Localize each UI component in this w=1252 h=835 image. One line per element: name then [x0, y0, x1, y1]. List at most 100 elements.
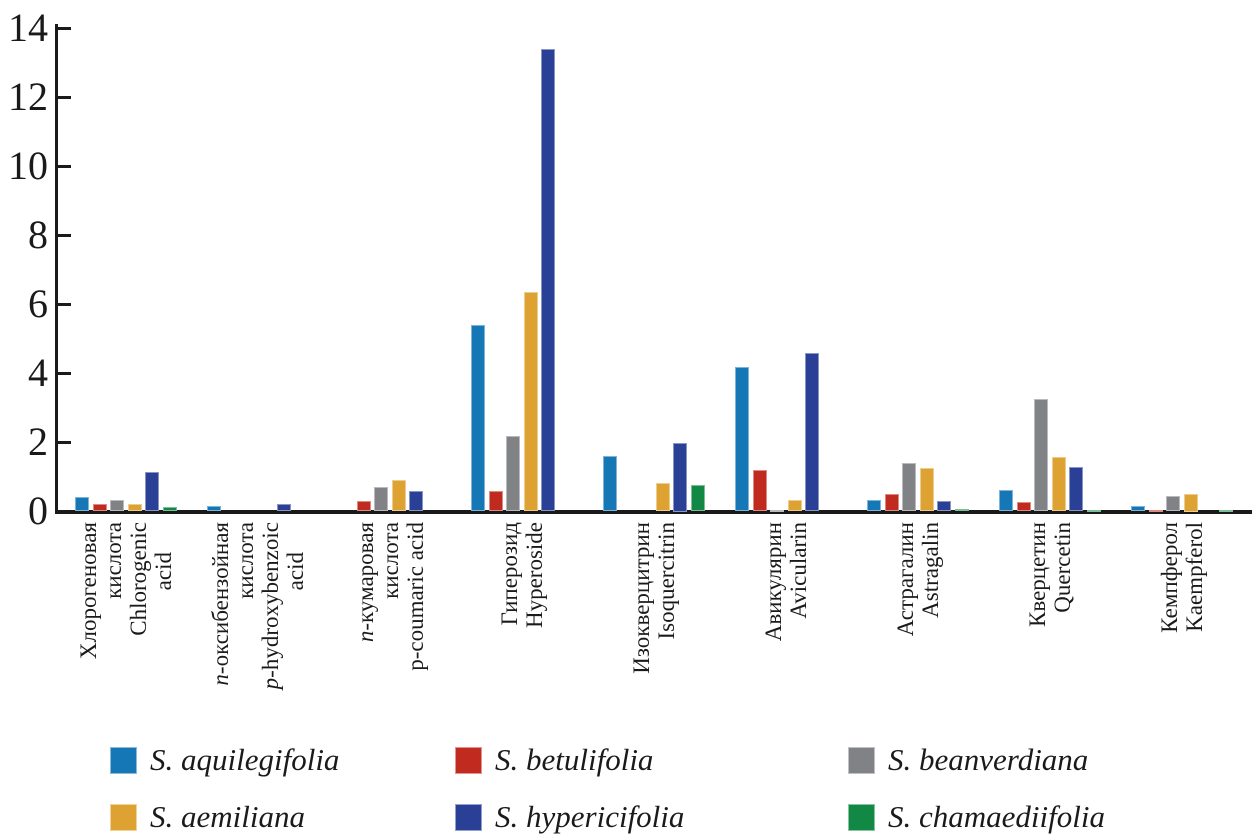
legend-swatch — [110, 746, 137, 774]
bar — [541, 49, 556, 512]
bar — [1069, 467, 1084, 512]
y-tick-label: 14 — [8, 4, 48, 50]
x-category-label: Кемпферол Kaempferol — [1157, 522, 1207, 722]
legend-swatch — [848, 803, 875, 831]
bar — [1183, 494, 1198, 512]
y-tick-label: 2 — [28, 418, 48, 464]
y-tick-label: 4 — [28, 349, 48, 395]
x-category-label-line: Isoquercitrin — [654, 522, 679, 640]
x-category-label: п-кумаровая кислота p-coumaric acid — [353, 522, 428, 722]
x-category-label: Кверцетин Quercetin — [1025, 522, 1075, 722]
bar — [999, 489, 1013, 512]
bar — [787, 500, 802, 512]
y-tick-label: 6 — [28, 280, 48, 326]
legend-label: S. aemiliana — [150, 799, 305, 834]
x-category-label: Гиперозид Hyperoside — [497, 522, 547, 722]
legend-swatch — [848, 746, 875, 774]
legend-label: S. betulifolia — [495, 742, 654, 777]
y-axis — [55, 24, 58, 514]
x-category-label-line: acid — [283, 552, 308, 591]
bar — [1166, 495, 1181, 512]
bar — [506, 435, 521, 512]
bar — [110, 500, 125, 512]
bar — [1087, 509, 1101, 512]
legend-item: S. aquilegifolia — [110, 742, 339, 778]
bar — [919, 468, 934, 512]
bar — [1051, 456, 1066, 512]
bar — [735, 366, 749, 512]
y-tick — [58, 441, 71, 444]
x-category-label-line: p-coumaric acid — [402, 522, 428, 671]
x-category-label-line: acid — [151, 552, 176, 591]
x-category-label-line: Quercetin — [1050, 522, 1075, 613]
bar — [902, 462, 917, 512]
x-category-label-line: Гиперозид — [497, 522, 522, 626]
x-category-label-line: Изокверцитрин — [629, 522, 654, 674]
bar — [374, 487, 389, 512]
x-category-label-line: Астрагалин — [893, 522, 918, 637]
x-category-label-line: кислота — [233, 522, 258, 599]
x-category-label-line: Хлорогеновая — [76, 522, 101, 660]
x-category-label-line: p-hydroxybenzoic — [258, 522, 283, 690]
legend-label: S. aquilegifolia — [150, 742, 340, 777]
bar — [523, 292, 538, 512]
bar — [391, 480, 406, 512]
x-category-label-line: Kaempferol — [1182, 522, 1207, 632]
legend-label: S. beanverdiana — [888, 742, 1089, 777]
y-tick-label: 12 — [8, 73, 48, 119]
x-category-label-line: кислота — [377, 522, 403, 599]
x-category-label-line: Кемпферол — [1157, 522, 1182, 633]
bar — [163, 507, 177, 512]
x-category-label: Авикулярин Avicularin — [761, 522, 811, 722]
y-tick — [58, 234, 71, 237]
legend-item: S. betulifolia — [455, 742, 653, 778]
y-tick — [58, 303, 71, 306]
bar — [471, 325, 485, 512]
bar — [937, 500, 952, 512]
x-category-label-line: Chlorogenic — [126, 522, 151, 636]
bar — [884, 493, 899, 512]
x-category-label: Хлорогеновая кислота Chlorogenic acid — [76, 522, 176, 722]
bar — [1131, 506, 1145, 512]
legend-item: S. aemiliana — [110, 799, 305, 835]
bar — [655, 483, 670, 512]
bar — [1034, 399, 1049, 512]
bar — [1148, 509, 1163, 512]
legend-label: S. chamaediifolia — [888, 799, 1105, 834]
bar — [1016, 501, 1031, 512]
bar — [92, 503, 107, 512]
bar — [356, 501, 371, 512]
y-tick — [58, 27, 71, 30]
legend-item: S. beanverdiana — [848, 742, 1088, 778]
legend-swatch — [455, 746, 482, 774]
y-tick — [58, 165, 71, 168]
bar — [673, 442, 688, 512]
legend-label: S. hypericifolia — [495, 799, 685, 834]
bar — [207, 506, 221, 512]
x-category-label-line: Кверцетин — [1025, 522, 1050, 627]
x-axis — [55, 509, 1252, 514]
legend-item: S. chamaediifolia — [848, 799, 1105, 835]
x-category-label-line: п-кумаровая — [352, 522, 378, 643]
x-category-label: Астрагалин Astragalin — [893, 522, 943, 722]
bar — [127, 504, 142, 512]
x-category-label: Изокверцитрин Isoquercitrin — [629, 522, 679, 722]
y-tick-label: 0 — [28, 487, 48, 533]
x-category-label-line: кислота — [101, 522, 126, 599]
x-category-label-line: Avicularin — [786, 522, 811, 619]
bar — [145, 472, 160, 512]
bar — [770, 509, 785, 512]
legend-item: S. hypericifolia — [455, 799, 684, 835]
legend-swatch — [455, 803, 482, 831]
bar — [75, 496, 89, 512]
bar — [488, 490, 503, 512]
bar — [277, 503, 292, 512]
y-tick-label: 8 — [28, 211, 48, 257]
x-category-label-line: Авикулярин — [761, 522, 786, 642]
x-category-label-line: п-оксибензойная — [208, 522, 233, 686]
x-category-label-line: Hyperoside — [522, 522, 547, 629]
bar — [955, 508, 969, 512]
x-category-label: п-оксибензойная кислота p-hydroxybenzoic ac… — [208, 522, 308, 722]
bar — [1219, 509, 1233, 512]
